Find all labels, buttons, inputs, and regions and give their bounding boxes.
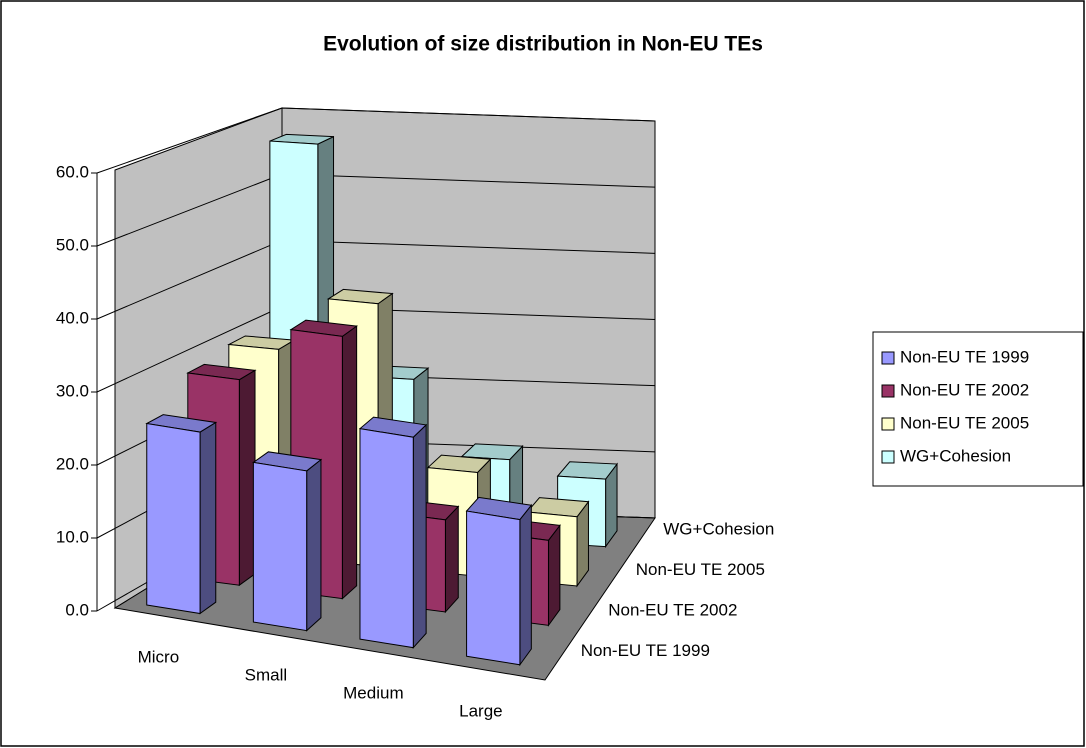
y-tick-label: 10.0	[56, 527, 89, 546]
y-tick-label: 30.0	[56, 381, 89, 400]
bar-front	[359, 428, 414, 649]
y-tick-label: 20.0	[56, 454, 89, 473]
legend	[872, 331, 1084, 487]
depth-label: WG+Cohesion	[663, 520, 774, 539]
bar-side	[199, 421, 217, 615]
x-tick-label: Micro	[138, 648, 180, 667]
x-tick-label: Small	[245, 666, 288, 685]
bar	[145, 414, 218, 615]
chart-title: Evolution of size distribution in Non-EU…	[323, 33, 763, 56]
grid-line	[96, 107, 656, 174]
legend-swatch	[881, 384, 895, 398]
bar-front	[252, 461, 308, 632]
y-tick-label: 0.0	[65, 600, 89, 619]
bar-front	[466, 510, 521, 666]
bar	[358, 416, 428, 649]
bar-side	[547, 523, 561, 627]
y-tick-label: 40.0	[56, 308, 89, 327]
bar	[252, 451, 323, 632]
bar-side	[306, 458, 322, 632]
bar-side	[519, 503, 532, 667]
legend-label: WG+Cohesion	[900, 446, 1011, 465]
y-tick-label: 50.0	[56, 235, 89, 254]
depth-label: Non-EU TE 2005	[636, 560, 765, 579]
y-tick-label: 60.0	[56, 162, 89, 181]
legend-swatch	[881, 351, 895, 365]
x-tick-label: Large	[459, 702, 502, 721]
legend-swatch	[881, 417, 895, 431]
bar	[465, 496, 533, 667]
legend-label: Non-EU TE 2002	[900, 380, 1029, 399]
depth-label: Non-EU TE 1999	[581, 641, 710, 660]
bar-side	[444, 505, 459, 614]
bar-side	[412, 423, 427, 649]
bar-side	[341, 325, 358, 600]
bar-front	[146, 422, 201, 615]
legend-label: Non-EU TE 1999	[900, 347, 1029, 366]
plot-area: 0.0 10.0 20.0 30.0 40.0 50.0 60.0 Micro Small Med…	[56, 107, 774, 721]
depth-label: Non-EU TE 2002	[608, 601, 737, 620]
legend-swatch	[881, 450, 895, 464]
x-tick-label: Medium	[343, 684, 403, 703]
legend-label: Non-EU TE 2005	[900, 413, 1029, 432]
bar-side	[238, 369, 256, 587]
